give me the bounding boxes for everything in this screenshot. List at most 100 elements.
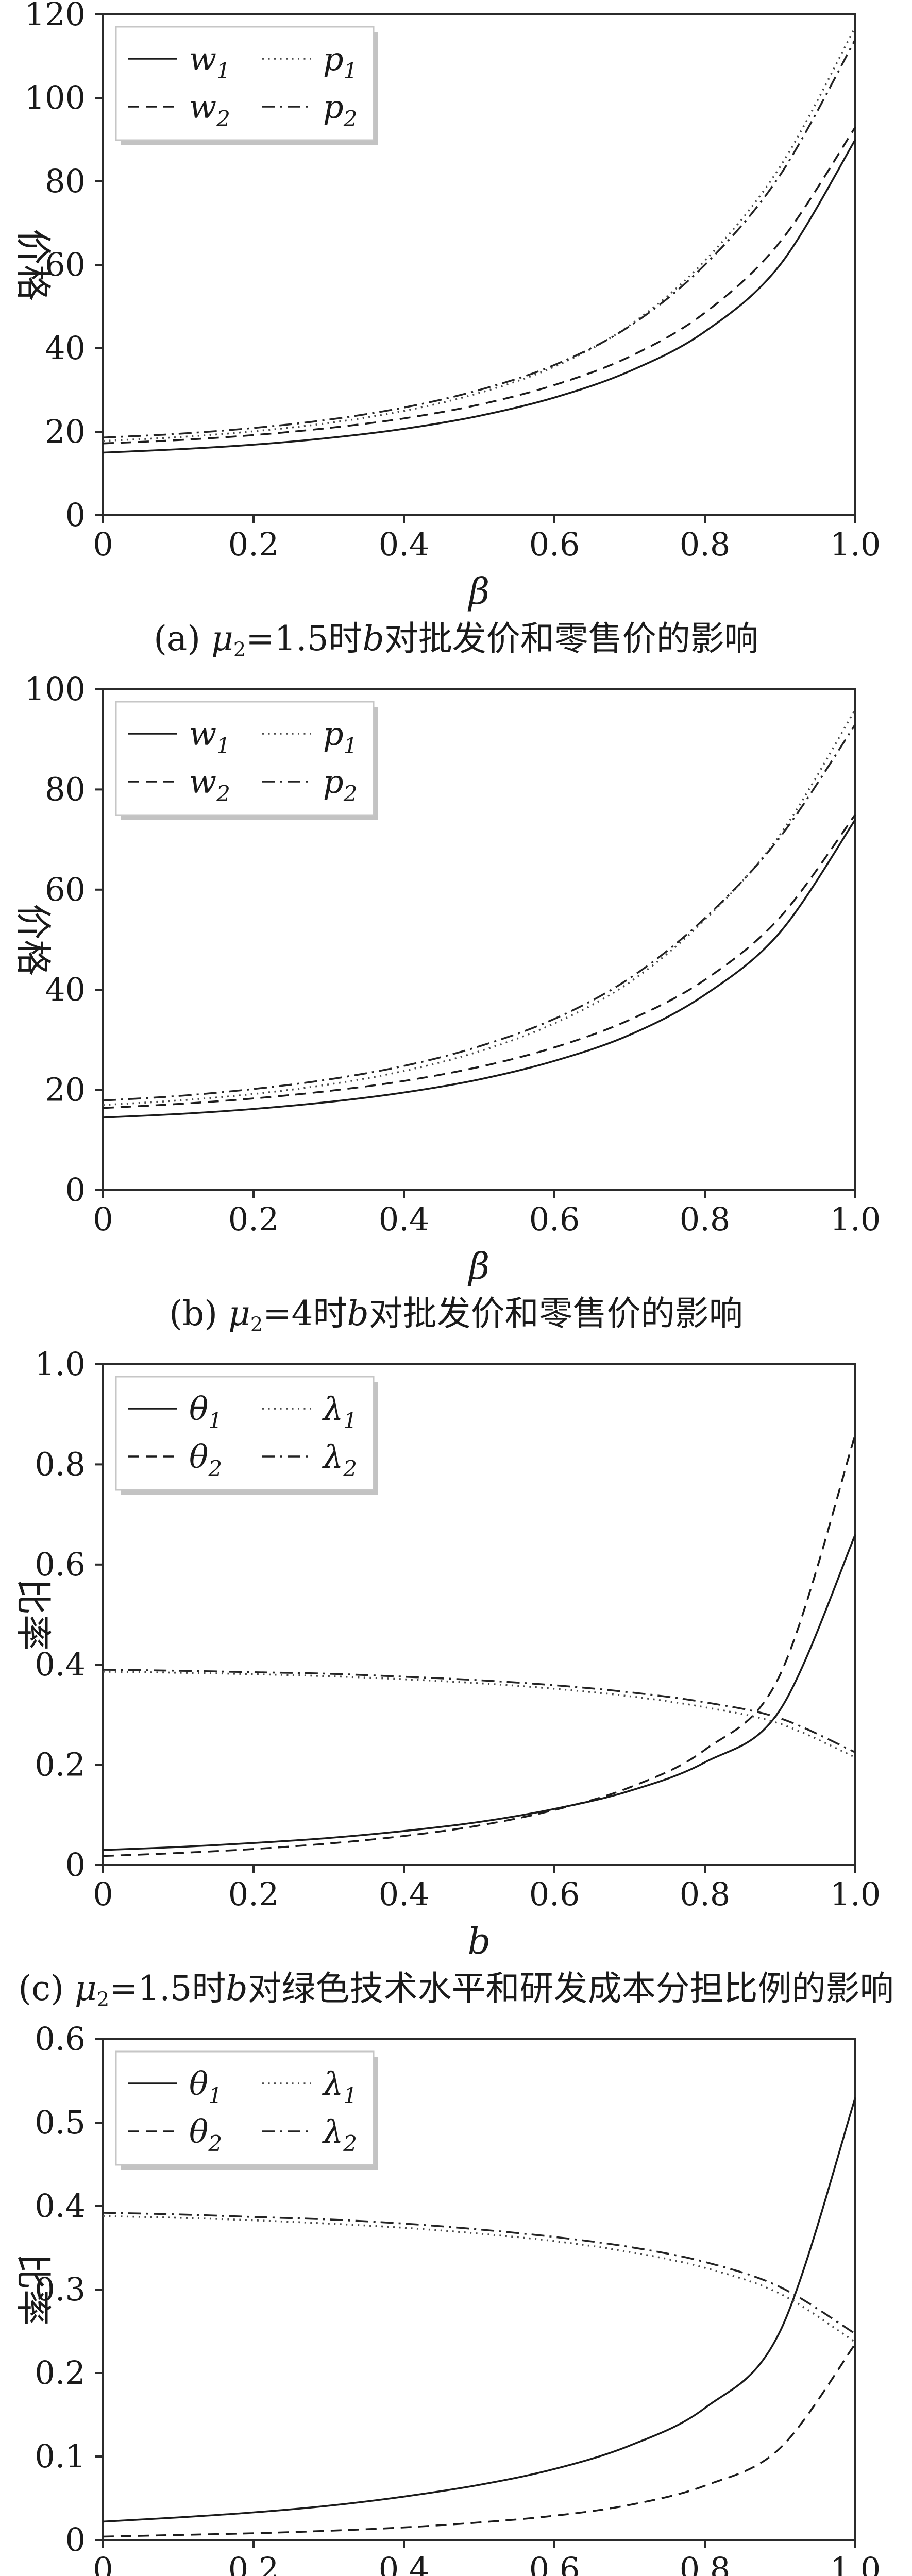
y-tick-label: 20 [45,1071,86,1109]
y-tick-label: 60 [45,246,86,283]
y-tick-label: 0.4 [35,1646,86,1683]
y-tick-label: 100 [25,79,86,116]
y-tick-label: 20 [45,413,86,450]
chart-caption-c: (c) μ2=1.5时b对绿色技术水平和研发成本分担比例的影响 [0,1963,912,2011]
legend-label-sub: 1 [216,733,230,758]
x-tick-label: 0.2 [228,2550,279,2576]
y-tick-label: 100 [25,675,86,708]
x-axis-label: b [468,1920,491,1962]
x-tick-label: 0.4 [379,2550,430,2576]
x-tick-label: 0.2 [228,526,279,563]
caption-part: =1.5时 [109,1969,226,2008]
legend-box [115,1376,375,1491]
x-tick-label: 1.0 [830,526,881,563]
legend-label-sub: 2 [208,2131,222,2156]
series-th1-line [103,2097,856,2523]
caption-part: b [362,619,384,658]
y-tick-label: 0.8 [35,1445,86,1483]
y-tick-label: 0.2 [35,2354,86,2392]
x-tick-label: 0.6 [529,1200,580,1238]
x-tick-label: 0 [93,526,113,563]
x-tick-label: 0 [93,2550,113,2576]
legend-label-sub: 2 [343,106,358,131]
legend-label-th1: θ1 [189,2065,222,2108]
plot-border [102,688,856,1191]
y-tick-label: 0.6 [35,2025,86,2058]
x-tick-label: 0.4 [379,526,430,563]
x-tick-label: 0.8 [680,1875,731,1913]
x-tick-label: 0.2 [228,1875,279,1913]
legend-label-sub: 2 [216,106,230,131]
series-w2-line [103,814,856,1109]
legend-label-p1: p1 [323,715,357,758]
legend-label-sub: 1 [344,733,358,758]
series-la2-line [103,1669,856,1753]
y-tick-label: 0.5 [35,2104,86,2141]
y-tick-label: 0.6 [35,1546,86,1583]
y-tick-label: 120 [25,0,86,33]
series-w1-line [103,819,856,1118]
series-th2-line [103,2343,856,2538]
x-axis-label: β [467,1245,489,1287]
legend-box [115,701,375,816]
legend-label-sub: 2 [343,781,358,806]
series-th2-line [103,1434,856,1857]
y-axis-label: 价格 [12,904,54,976]
y-tick-label: 80 [45,770,86,808]
caption-part: b [226,1969,248,2008]
legend-label-sub: 1 [343,1408,357,1433]
series-la1-line [103,2215,856,2343]
ratio-vs-b-chart-c: 0 0.2 0.4 0.6 0.8 1.0 0 0.2 0.4 0.6 0.8 1.0 比率 b θ1θ2λ… [12,1350,881,1962]
x-tick-label: 0.4 [379,1200,430,1238]
x-tick-label: 0.2 [228,1200,279,1238]
x-tick-label: 1.0 [830,2550,881,2576]
x-tick-label: 1.0 [830,1200,881,1238]
y-tick-label: 0 [65,2521,86,2558]
legend-label-w1: w1 [189,715,230,758]
chart-block-c: 0 0.2 0.4 0.6 0.8 1.0 0 0.2 0.4 0.6 0.8 1.0 比率 b θ1 θ2 λ… [0,1350,912,2025]
legend-label-sub: 2 [343,1456,357,1481]
ratio-vs-b-chart-d: 00.20.40.60.81.000.10.20.30.40.50.6比率bθ1… [12,2025,881,2576]
caption-part: (a) [154,619,212,658]
caption-part: 对绿色技术水平和研发成本分担比例的影响 [247,1969,894,2008]
x-tick-label: 0.6 [529,1875,580,1913]
x-tick-label: 0.4 [379,1875,430,1913]
y-axis-label: 比率 [12,2253,54,2326]
y-tick-label: 0 [65,496,86,534]
legend-label-th2: θ2 [189,2113,222,2156]
y-tick-label: 40 [45,971,86,1008]
caption-part: b [347,1294,369,1333]
legend-label-sub: 1 [208,2083,222,2108]
chart-block-a: 0 0.2 0.4 0.6 0.8 1.0 0 20 40 60 80 100 120 价格 β w1 w2 p1… [0,0,912,675]
legend-label-sub: 1 [216,58,230,83]
chart-block-b: 0 0.2 0.4 0.6 0.8 1.0 0 20 40 60 80 100 价格 β w1 w2 p1 p2 … [0,675,912,1350]
series-w2-line [103,126,856,445]
y-tick-label: 0.4 [35,2187,86,2225]
y-tick-label: 0.3 [35,2270,86,2308]
chart-block-d: 00.20.40.60.81.000.10.20.30.40.50.6比率bθ1… [0,2025,912,2576]
caption-part: (b) [169,1294,228,1333]
y-axis-label: 价格 [12,229,54,301]
legend-label-sub: 1 [343,2083,357,2108]
chart-caption-a: (a) μ2=1.5时b对批发价和零售价的影响 [0,613,912,661]
caption-part: 2 [233,638,246,662]
legend-label-sub: 1 [208,1408,222,1433]
y-tick-label: 40 [45,329,86,367]
x-tick-label: 0.8 [680,526,731,563]
series-th1-line [103,1534,856,1851]
caption-part: =1.5时 [246,619,363,658]
y-tick-label: 0.1 [35,2437,86,2475]
y-tick-label: 0 [65,1171,86,1209]
caption-part: μ [74,1969,97,2008]
y-tick-label: 60 [45,871,86,908]
caption-part: 对批发价和零售价的影响 [384,619,758,658]
legend-box [115,26,375,141]
x-tick-label: 0 [93,1200,113,1238]
legend-label-sub: 2 [216,781,230,806]
caption-part: 对批发价和零售价的影响 [368,1294,743,1333]
